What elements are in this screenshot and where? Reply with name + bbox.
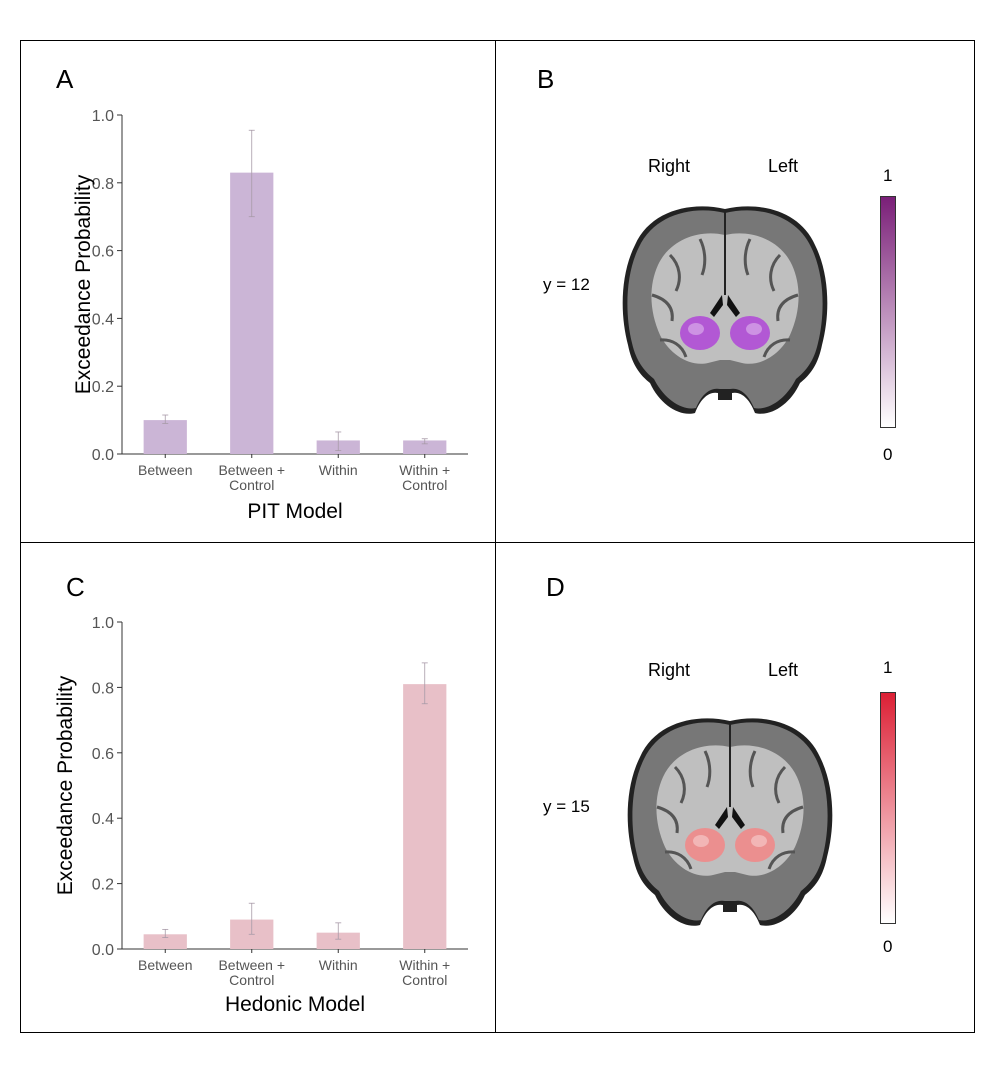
sulcus [659, 338, 688, 358]
sulcus [703, 750, 712, 788]
bar [143, 420, 187, 454]
y-axis-label: Exceedance Probability [54, 675, 77, 895]
activation-blob-left [735, 828, 775, 862]
frame-bottom [20, 1032, 975, 1033]
frame-top [20, 40, 975, 41]
y-tick-label: 0.4 [92, 811, 114, 828]
colorbar-b [880, 196, 896, 428]
activation-highlight [688, 323, 704, 335]
left-hemisphere-label-b: Left [768, 156, 799, 176]
y-tick-label: 0.2 [92, 379, 114, 396]
x-tick-label: Between [138, 957, 192, 973]
right-hemisphere-label-b: Right [648, 156, 691, 176]
activation-blob-right [685, 828, 725, 862]
y-tick-label: 0.6 [92, 746, 114, 763]
sulcus [762, 338, 791, 358]
sulcus [698, 238, 707, 276]
colorbar-max-label-b: 1 [883, 166, 893, 185]
x-tick-label: Within [319, 957, 358, 973]
frame-right [974, 40, 975, 1033]
left-hemisphere-label-d: Left [768, 660, 799, 680]
y-tick-label: 0.6 [92, 244, 114, 261]
frame-vertical-divider [495, 40, 496, 1033]
y-tick-label: 1.0 [92, 108, 114, 125]
x-tick-label: Between + [218, 957, 285, 973]
figure [20, 40, 975, 1033]
activation-blob-right [680, 316, 720, 350]
y-tick-label: 0.0 [92, 447, 114, 464]
ventricle-right [715, 807, 728, 829]
x-tick-label: Control [402, 972, 447, 988]
y-tick-label: 0.0 [92, 942, 114, 959]
sulcus [774, 765, 787, 804]
x-tick-label: Between [138, 462, 192, 478]
activation-blob-left [730, 316, 770, 350]
colorbar-min-label-b: 0 [883, 445, 893, 464]
y-tick-label: 1.0 [92, 615, 114, 632]
colorbar-min-label-d: 0 [883, 937, 893, 956]
brain-coronal-slice-b [622, 206, 828, 414]
sulcus [651, 293, 674, 322]
sulcus [664, 850, 693, 870]
x-axis-label: PIT Model [247, 500, 342, 523]
activation-highlight [751, 835, 767, 847]
activation-highlight [693, 835, 709, 847]
sulcus [668, 253, 681, 292]
bar [316, 932, 360, 949]
x-tick-label: Within + [399, 957, 450, 973]
colorbar-max-label-d: 1 [883, 658, 893, 677]
bar [143, 934, 187, 949]
sulcus [748, 750, 757, 788]
sulcus [781, 805, 804, 834]
bar [403, 684, 447, 949]
sulcus [743, 238, 752, 276]
sulcus [656, 805, 679, 834]
sulcus [767, 850, 796, 870]
x-tick-label: Control [229, 477, 274, 493]
frame-left [20, 40, 21, 1033]
bar [230, 172, 274, 454]
sulcus [673, 765, 686, 804]
ventricle-left [732, 807, 745, 829]
activation-highlight [746, 323, 762, 335]
right-hemisphere-label-d: Right [648, 660, 691, 680]
x-tick-label: Control [402, 477, 447, 493]
x-tick-label: Within [319, 462, 358, 478]
x-tick-label: Within + [399, 462, 450, 478]
frame-horizontal-divider [20, 542, 975, 543]
y-tick-label: 0.8 [92, 176, 114, 193]
x-axis-label: Hedonic Model [225, 993, 365, 1016]
y-axis-label: Exceedance Probability [72, 174, 95, 394]
bar [403, 440, 447, 454]
colorbar-d [880, 692, 896, 924]
sulcus [776, 293, 799, 322]
x-tick-label: Control [229, 972, 274, 988]
ventricle-left [727, 295, 740, 317]
brain-coronal-slice-d [627, 718, 833, 926]
sulcus [769, 253, 782, 292]
y-tick-label: 0.4 [92, 311, 114, 328]
ventricle-right [710, 295, 723, 317]
slice-label-d: y = 15 [543, 797, 590, 816]
x-tick-label: Between + [218, 462, 285, 478]
y-tick-label: 0.2 [92, 877, 114, 894]
slice-label-b: y = 12 [543, 275, 590, 294]
y-tick-label: 0.8 [92, 680, 114, 697]
